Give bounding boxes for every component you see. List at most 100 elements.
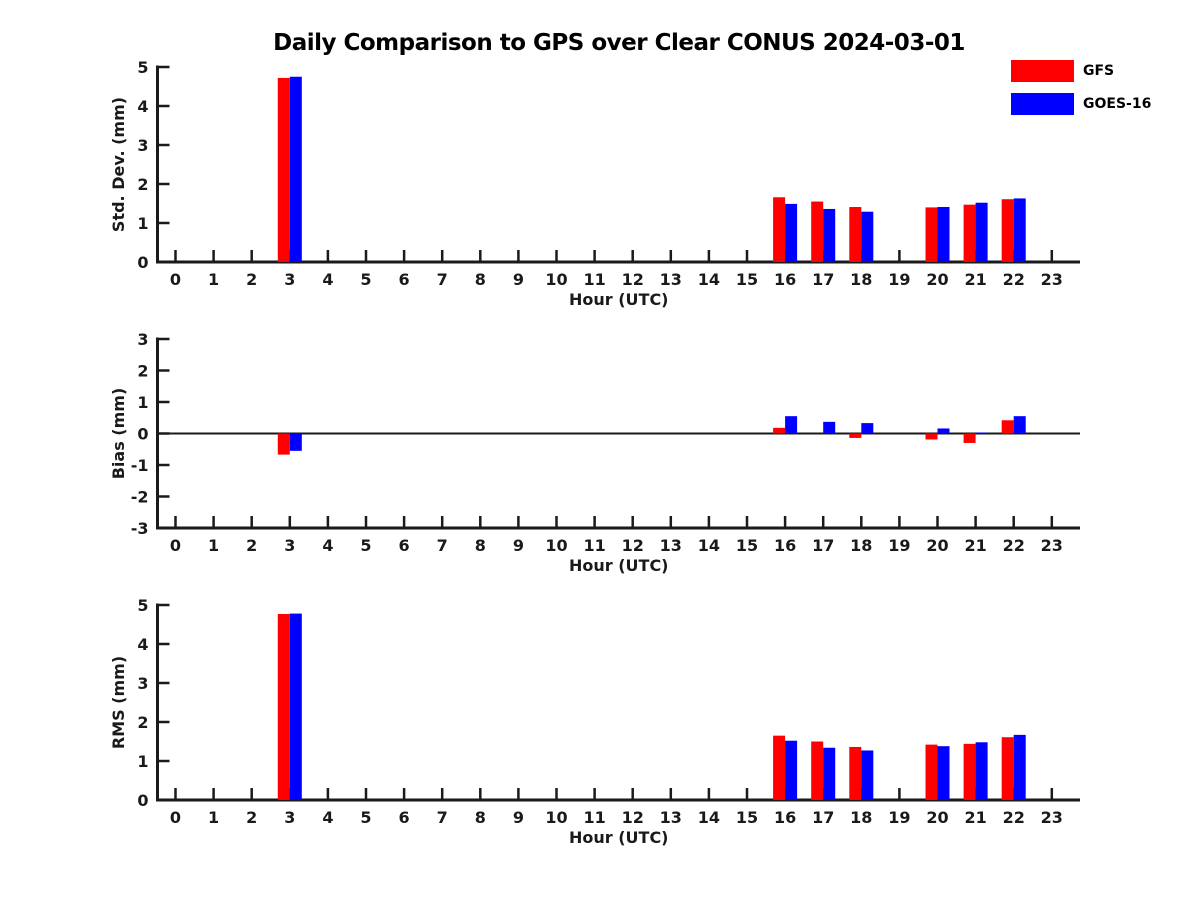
x-tick-label: 13 xyxy=(660,808,682,827)
bar-gfs-h16 xyxy=(773,427,786,434)
x-tick-label: 9 xyxy=(513,536,524,555)
x-tick-label: 22 xyxy=(1003,808,1025,827)
x-tick-label: 13 xyxy=(660,536,682,555)
x-tick-label: 20 xyxy=(926,536,948,555)
bar-gfs-h3 xyxy=(277,77,290,262)
x-tick-label: 0 xyxy=(170,808,181,827)
x-tick-label: 7 xyxy=(437,270,448,289)
x-tick-label: 16 xyxy=(774,536,796,555)
x-tick-label: 2 xyxy=(246,270,257,289)
x-axis-title: Hour (UTC) xyxy=(569,290,669,309)
bar-gfs-h22 xyxy=(1001,199,1014,262)
x-tick-label: 9 xyxy=(513,808,524,827)
legend-swatch-gfs xyxy=(1011,60,1074,82)
x-tick-label: 0 xyxy=(170,536,181,555)
x-tick-label: 7 xyxy=(437,808,448,827)
x-tick-label: 9 xyxy=(513,270,524,289)
y-tick-label: 0 xyxy=(137,791,148,810)
x-tick-label: 20 xyxy=(926,808,948,827)
x-tick-label: 19 xyxy=(888,536,910,555)
bar-gfs-h21 xyxy=(963,743,976,800)
x-tick-label: 2 xyxy=(246,808,257,827)
y-tick-label: 5 xyxy=(137,596,148,615)
x-tick-label: 8 xyxy=(475,536,486,555)
bar-goes16-h18 xyxy=(861,211,874,262)
x-tick-label: 15 xyxy=(736,270,758,289)
x-tick-label: 16 xyxy=(774,270,796,289)
bar-goes16-h17 xyxy=(823,747,836,800)
y-tick-label: 2 xyxy=(137,362,148,381)
x-tick-label: 23 xyxy=(1041,536,1063,555)
y-tick-label: 4 xyxy=(137,97,148,116)
x-tick-label: 5 xyxy=(360,536,371,555)
x-tick-label: 3 xyxy=(284,536,295,555)
legend-swatch-goes16 xyxy=(1011,93,1074,115)
x-tick-label: 12 xyxy=(622,536,644,555)
x-tick-label: 1 xyxy=(208,536,219,555)
x-tick-label: 17 xyxy=(812,536,834,555)
x-tick-label: 12 xyxy=(622,270,644,289)
x-tick-label: 23 xyxy=(1041,270,1063,289)
y-tick-label: 3 xyxy=(137,330,148,349)
legend-item-gfs: GFS xyxy=(1011,60,1151,82)
y-tick-label: 1 xyxy=(137,393,148,412)
bar-gfs-h18 xyxy=(849,433,862,438)
x-tick-label: 4 xyxy=(322,808,333,827)
bar-gfs-h21 xyxy=(963,433,976,443)
bar-goes16-h18 xyxy=(861,750,874,800)
bar-gfs-h20 xyxy=(925,433,938,440)
bar-gfs-h17 xyxy=(811,741,824,800)
x-tick-label: 13 xyxy=(660,270,682,289)
x-tick-label: 18 xyxy=(850,270,872,289)
x-tick-label: 1 xyxy=(208,808,219,827)
x-tick-label: 3 xyxy=(284,808,295,827)
x-tick-label: 6 xyxy=(399,270,410,289)
x-tick-label: 4 xyxy=(322,270,333,289)
x-tick-label: 22 xyxy=(1003,270,1025,289)
x-tick-label: 11 xyxy=(583,270,605,289)
figure-title: Daily Comparison to GPS over Clear CONUS… xyxy=(273,30,965,56)
x-tick-label: 8 xyxy=(475,808,486,827)
bar-goes16-h21 xyxy=(975,202,988,262)
bar-gfs-h20 xyxy=(925,207,938,262)
x-tick-label: 15 xyxy=(736,536,758,555)
bar-goes16-h22 xyxy=(1013,198,1026,262)
y-tick-label: 3 xyxy=(137,136,148,155)
bar-gfs-h16 xyxy=(773,735,786,800)
x-tick-label: 17 xyxy=(812,270,834,289)
x-tick-label: 22 xyxy=(1003,536,1025,555)
y-tick-label: 0 xyxy=(137,253,148,272)
bar-goes16-h16 xyxy=(785,740,798,800)
bar-goes16-h16 xyxy=(785,416,798,434)
bar-gfs-h22 xyxy=(1001,420,1014,434)
bar-goes16-h17 xyxy=(823,421,836,434)
y-tick-label: 2 xyxy=(137,713,148,732)
x-tick-label: 6 xyxy=(399,536,410,555)
x-tick-label: 21 xyxy=(964,270,986,289)
bar-gfs-h16 xyxy=(773,197,786,262)
legend-item-goes16: GOES-16 xyxy=(1011,93,1151,115)
x-tick-label: 19 xyxy=(888,808,910,827)
bar-goes16-h21 xyxy=(975,432,988,434)
x-tick-label: 3 xyxy=(284,270,295,289)
x-tick-label: 6 xyxy=(399,808,410,827)
bar-gfs-h22 xyxy=(1001,737,1014,800)
bar-goes16-h17 xyxy=(823,208,836,262)
x-tick-label: 10 xyxy=(545,536,567,555)
y-tick-label: -2 xyxy=(131,488,149,507)
legend: GFS GOES-16 xyxy=(1011,60,1151,126)
x-tick-label: 14 xyxy=(698,536,720,555)
x-tick-label: 10 xyxy=(545,808,567,827)
y-tick-label: -1 xyxy=(131,456,149,475)
bar-goes16-h3 xyxy=(289,433,302,451)
y-tick-label: 1 xyxy=(137,214,148,233)
x-tick-label: 14 xyxy=(698,808,720,827)
x-tick-label: 11 xyxy=(583,536,605,555)
x-tick-label: 2 xyxy=(246,536,257,555)
x-tick-label: 21 xyxy=(964,808,986,827)
x-tick-label: 0 xyxy=(170,270,181,289)
y-tick-label: 1 xyxy=(137,752,148,771)
